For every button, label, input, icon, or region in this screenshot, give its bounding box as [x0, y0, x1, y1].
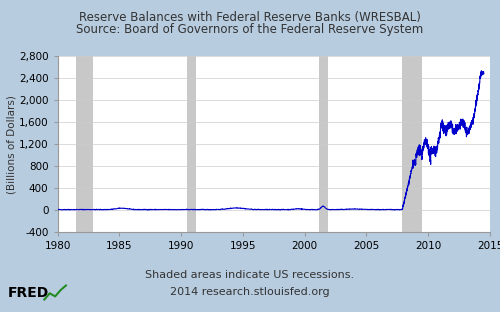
Bar [320, 56, 328, 232]
Text: Reserve Balances with Federal Reserve Banks (WRESBAL): Reserve Balances with Federal Reserve Ba… [79, 11, 421, 24]
Text: Source: Board of Governors of the Federal Reserve System: Source: Board of Governors of the Federa… [76, 23, 424, 37]
Text: FRED: FRED [8, 286, 49, 300]
Bar [402, 56, 422, 232]
Bar [187, 56, 196, 232]
Bar [76, 56, 94, 232]
Text: 2014 research.stlouisfed.org: 2014 research.stlouisfed.org [170, 287, 330, 297]
Text: Shaded areas indicate US recessions.: Shaded areas indicate US recessions. [146, 270, 354, 280]
Y-axis label: (Billions of Dollars): (Billions of Dollars) [6, 95, 16, 194]
